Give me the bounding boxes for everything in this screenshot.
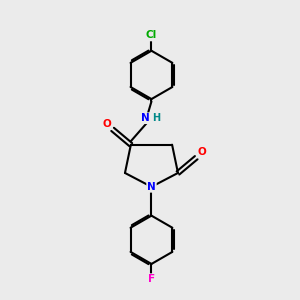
Text: N: N xyxy=(141,113,150,123)
Text: N: N xyxy=(147,182,156,192)
Text: O: O xyxy=(197,147,206,158)
Text: F: F xyxy=(148,274,155,284)
Text: O: O xyxy=(103,119,112,129)
Text: Cl: Cl xyxy=(146,31,157,40)
Text: H: H xyxy=(152,112,160,123)
